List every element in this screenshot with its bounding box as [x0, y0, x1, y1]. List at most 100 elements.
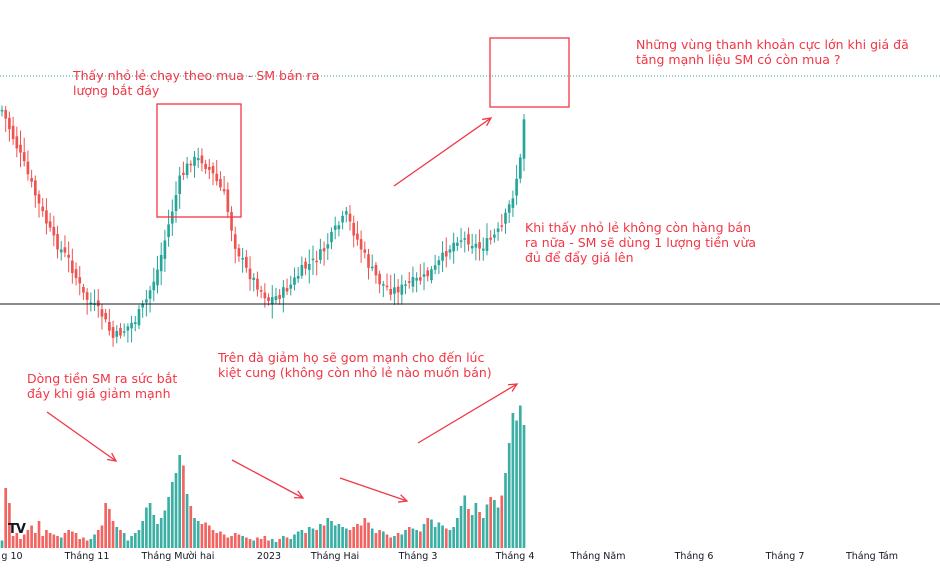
tradingview-logo-icon[interactable]: TV — [8, 522, 26, 537]
annotation-left: Dòng tiền SM ra sức bắt đáy khi giá giảm… — [27, 371, 177, 401]
candle-body — [26, 161, 30, 175]
candle-body — [419, 277, 422, 281]
volume-bar — [182, 465, 185, 548]
volume-bar — [470, 515, 474, 548]
volume-bar — [104, 503, 107, 548]
volume-bar — [148, 503, 152, 548]
volume-bar — [370, 528, 374, 548]
volume-bar — [185, 494, 189, 548]
candle-body — [363, 249, 367, 253]
volume-bar — [485, 504, 489, 548]
volume-bar — [93, 534, 96, 548]
volume-bar — [500, 495, 504, 548]
volume-bar — [367, 522, 370, 548]
volume-bar — [459, 506, 463, 548]
x-tick-label: Tháng 6 — [674, 551, 714, 562]
candle-body — [256, 278, 259, 290]
annotation-arrow — [417, 383, 518, 444]
volume-bar — [108, 509, 111, 548]
candle-body — [393, 287, 396, 294]
volume-bar — [456, 518, 459, 548]
candle-body — [78, 277, 82, 284]
candle-body — [333, 225, 337, 230]
candle-body — [270, 297, 274, 305]
volume-bar — [200, 524, 204, 548]
candle-body — [485, 238, 489, 251]
candle-body — [74, 269, 78, 279]
candle-body — [63, 247, 67, 253]
volume-bar — [45, 530, 48, 548]
candle-body — [467, 234, 470, 245]
volume-bar — [504, 473, 507, 548]
volume-bar — [448, 530, 452, 548]
candle-body — [274, 296, 278, 301]
candle-body — [263, 292, 267, 299]
candle-body — [48, 221, 52, 228]
volume-bar — [89, 539, 93, 548]
candle-body — [359, 239, 363, 250]
volume-bar — [63, 533, 67, 548]
volume-bar — [248, 539, 252, 548]
candle-body — [267, 297, 270, 302]
volume-bar — [437, 522, 441, 548]
candle-body — [0, 109, 4, 112]
volume-bar — [71, 531, 74, 548]
candle-body — [233, 234, 237, 249]
candle-body — [8, 117, 11, 130]
volume-bar — [407, 527, 411, 548]
candle-body — [237, 248, 241, 257]
candle-body — [37, 194, 41, 204]
candle-body — [204, 163, 207, 169]
volume-bar — [444, 528, 448, 548]
candle-body — [522, 119, 526, 159]
volume-bar — [22, 534, 26, 548]
volume-bar — [19, 539, 22, 548]
volume-bar — [8, 503, 11, 548]
volume-bar — [137, 530, 141, 548]
candle-body — [100, 309, 104, 317]
candle-body — [52, 226, 56, 236]
volume-bar — [226, 537, 230, 548]
volume-bar — [204, 522, 207, 548]
x-tick-label: g 10 — [1, 551, 23, 562]
candle-body — [437, 260, 441, 266]
annotation-arrowhead — [293, 490, 305, 499]
candle-body — [122, 331, 126, 333]
candle-body — [156, 269, 159, 286]
candle-body — [319, 249, 322, 260]
candle-body — [259, 290, 263, 292]
volume-bar — [518, 405, 522, 548]
volume-bar — [96, 530, 100, 548]
candle-body — [193, 156, 196, 166]
volume-bar — [67, 530, 70, 548]
candle-body — [296, 275, 300, 279]
candle-body — [282, 287, 285, 298]
volume-bar — [507, 443, 511, 548]
candle-body — [326, 244, 330, 249]
annotation-arrowhead — [482, 117, 493, 127]
volume-bar — [463, 495, 467, 548]
candle-body — [182, 172, 185, 175]
volume-bar — [378, 530, 381, 548]
volume-bar — [263, 536, 267, 548]
volume-bar — [189, 506, 193, 548]
volume-bar — [52, 534, 56, 548]
candle-body — [15, 136, 19, 149]
volume-bar — [467, 509, 470, 548]
candle-body — [400, 284, 404, 295]
volume-bar — [493, 500, 496, 548]
x-tick-label: Tháng Hai — [310, 551, 360, 562]
candle-body — [137, 309, 141, 326]
volume-bar — [393, 536, 396, 548]
volume-bar — [207, 525, 211, 548]
volume-bar — [430, 519, 433, 548]
candle-body — [119, 328, 122, 336]
candle-body — [67, 254, 70, 258]
candle-body — [200, 155, 204, 164]
volume-bar — [33, 533, 37, 548]
volume-bar — [141, 521, 145, 548]
candle-body — [385, 285, 389, 288]
volume-bar — [56, 536, 59, 548]
